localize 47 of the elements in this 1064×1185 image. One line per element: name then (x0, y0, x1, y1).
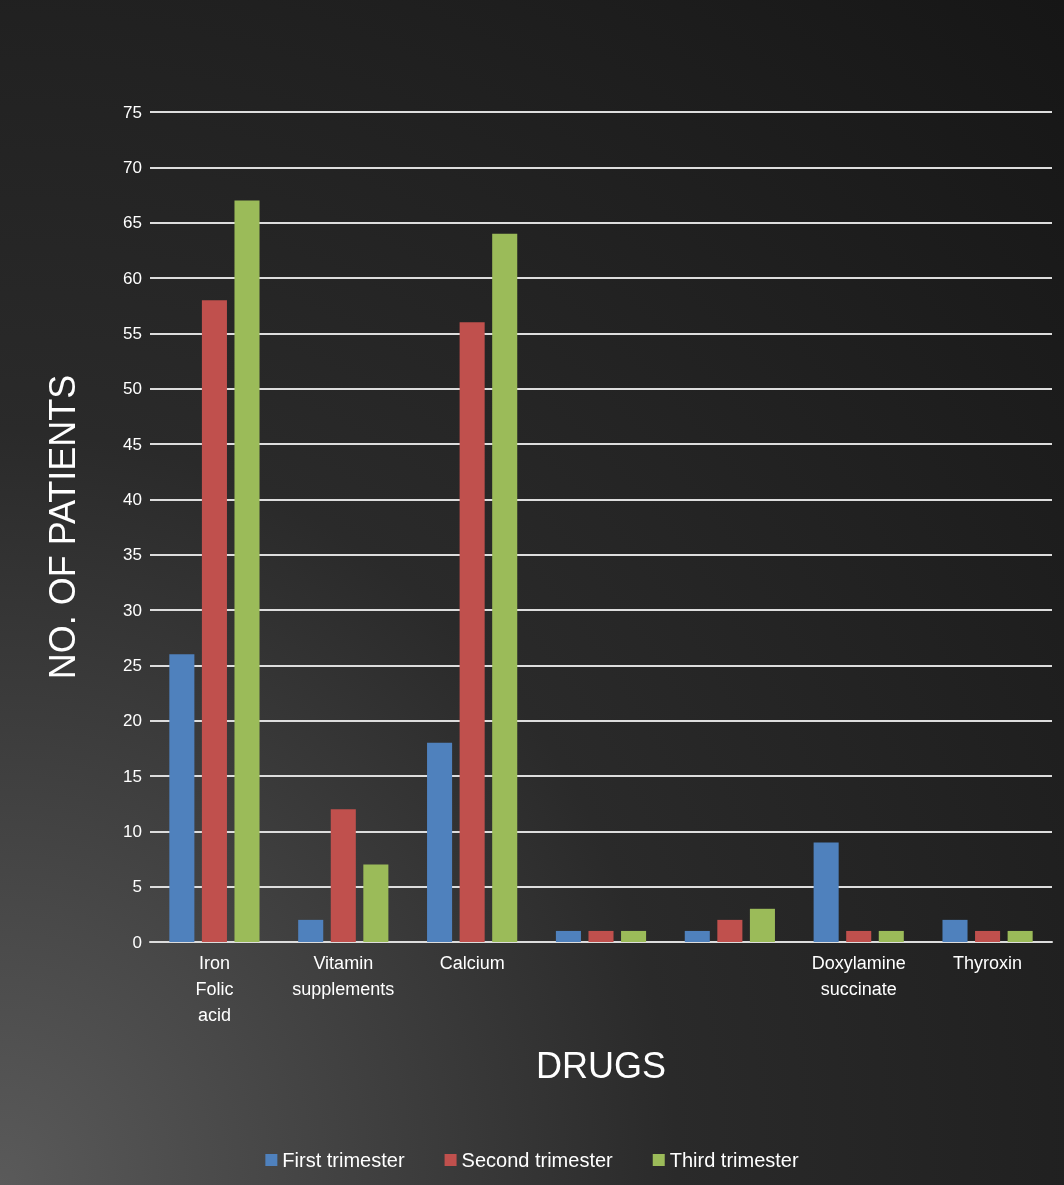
bar (298, 919, 324, 942)
x-axis-title: DRUGS (535, 1044, 667, 1086)
bar (749, 908, 775, 942)
bar (427, 742, 453, 942)
y-tick-label: 35 (123, 545, 142, 565)
y-tick-label: 65 (123, 213, 142, 233)
bar (492, 233, 518, 942)
y-tick-label: 40 (123, 489, 142, 509)
bar (363, 864, 389, 942)
bar (169, 654, 195, 942)
bar (621, 930, 647, 942)
y-tick-label: 55 (123, 323, 142, 343)
bar (684, 930, 710, 942)
bar (330, 809, 356, 942)
x-tick-label: Iron Folic acid (195, 953, 234, 1025)
bar (717, 919, 743, 942)
bar (1007, 930, 1033, 942)
y-tick-label: 30 (123, 600, 142, 620)
y-axis-title: NO. OF PATIENTS (41, 374, 83, 680)
y-tick-label: 45 (123, 434, 142, 454)
y-tick-label: 25 (123, 655, 142, 675)
legend-label: Second trimester (461, 1149, 614, 1171)
bar (459, 322, 485, 942)
bar (555, 930, 581, 942)
bar (813, 842, 839, 942)
y-tick-label: 75 (123, 102, 142, 122)
y-tick-label: 50 (123, 379, 142, 399)
legend-label: Third trimester (669, 1149, 799, 1171)
bar (975, 930, 1001, 942)
y-tick-label: 0 (132, 932, 142, 952)
bar (234, 200, 260, 942)
x-tick-label: Doxylamine succinate (811, 953, 906, 999)
y-tick-label: 60 (123, 268, 142, 288)
bar (846, 930, 872, 942)
y-tick-label: 70 (123, 157, 142, 177)
bar (942, 919, 968, 942)
y-tick-label: 5 (132, 877, 142, 897)
bar (878, 930, 904, 942)
legend-label: First trimester (282, 1149, 405, 1171)
x-tick-label: Thyroxin (953, 953, 1023, 973)
bar (588, 930, 614, 942)
x-tick-label: Calcium (439, 953, 505, 973)
bar (201, 300, 227, 942)
y-tick-label: 10 (123, 821, 142, 841)
y-tick-label: 20 (123, 711, 142, 731)
y-tick-label: 15 (123, 766, 142, 786)
x-tick-label: Vitamin supplements (292, 953, 395, 999)
